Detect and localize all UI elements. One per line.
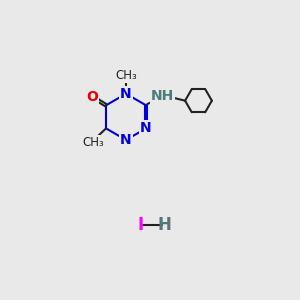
Text: I: I <box>138 216 144 234</box>
Text: NH: NH <box>151 89 174 103</box>
Text: N: N <box>120 133 132 147</box>
Text: CH₃: CH₃ <box>115 69 137 82</box>
Text: H: H <box>157 216 171 234</box>
Text: N: N <box>120 87 132 101</box>
Text: O: O <box>86 89 98 103</box>
Text: CH₃: CH₃ <box>82 136 104 149</box>
Text: N: N <box>140 122 152 135</box>
